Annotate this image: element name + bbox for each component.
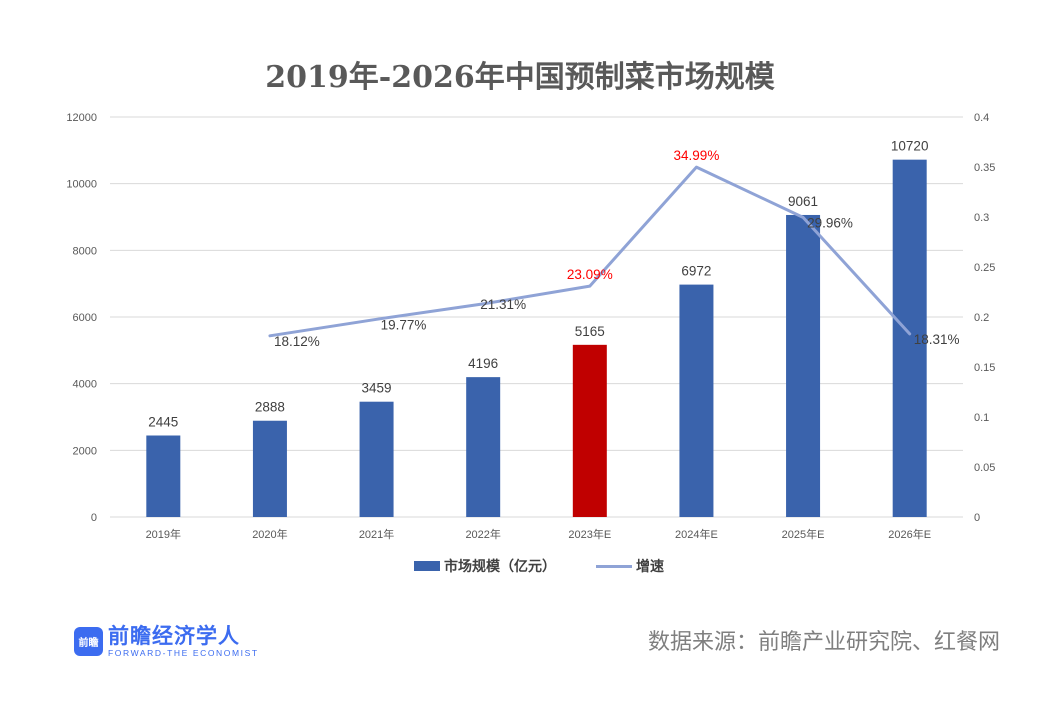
legend-bar-swatch xyxy=(414,561,440,571)
growth-value-label: 29.96% xyxy=(807,215,853,230)
left-tick-label: 12000 xyxy=(66,112,97,124)
x-tick-label: 2024年E xyxy=(675,527,718,541)
bar-value-label: 3459 xyxy=(362,381,392,396)
logo-name: 前瞻经济学人 xyxy=(108,624,240,648)
left-tick-label: 4000 xyxy=(73,379,97,391)
x-tick-label: 2019年 xyxy=(146,527,181,541)
bar xyxy=(572,344,607,517)
logo-tagline: FORWARD-THE ECONOMIST xyxy=(108,648,259,658)
right-axis-ticks: 0 0.05 0.1 0.15 0.2 0.25 0.3 0.35 0.4 xyxy=(974,112,995,524)
logo-mark: 前瞻 xyxy=(74,627,103,656)
legend: 市场规模（亿元） 增速 xyxy=(414,556,664,576)
growth-value-label: 18.31% xyxy=(914,332,960,347)
right-tick-label: 0.3 xyxy=(974,212,989,224)
left-tick-label: 10000 xyxy=(66,179,97,191)
x-tick-label: 2023年E xyxy=(568,527,611,541)
bar-value-label: 2445 xyxy=(148,415,178,430)
growth-value-label: 21.31% xyxy=(480,297,526,312)
growth-value-label: 23.09% xyxy=(567,267,613,282)
growth-value-label: 18.12% xyxy=(274,334,320,349)
bar-value-label: 10720 xyxy=(891,139,929,154)
x-axis-ticks: 2019年 2020年 2021年 2022年 2023年E 2024年E 2025年E 20… xyxy=(146,527,932,541)
x-tick-label: 2021年 xyxy=(359,527,394,541)
x-tick-label: 2026年E xyxy=(888,527,931,541)
left-tick-label: 8000 xyxy=(73,245,97,257)
gridlines xyxy=(110,116,963,518)
bar xyxy=(679,284,714,517)
x-tick-label: 2025年E xyxy=(782,527,825,541)
left-axis-ticks: 0 2000 4000 6000 8000 10000 12000 xyxy=(66,112,97,524)
bar-value-label: 6972 xyxy=(681,264,711,279)
growth-value-label: 34.99% xyxy=(674,148,720,163)
bar-value-label: 4196 xyxy=(468,356,498,371)
bar xyxy=(786,214,821,517)
right-tick-label: 0.2 xyxy=(974,312,989,324)
bar xyxy=(359,401,394,517)
bar xyxy=(146,435,181,517)
legend-line-label: 增速 xyxy=(636,559,664,575)
data-source: 数据来源：前瞻产业研究院、红餐网 xyxy=(647,630,1000,655)
chart-title: 2019年-2026年中国预制菜市场规模 xyxy=(265,60,775,95)
right-tick-label: 0.35 xyxy=(974,162,995,174)
bar-value-label: 2888 xyxy=(255,400,285,415)
bar xyxy=(892,159,927,517)
x-tick-label: 2022年 xyxy=(465,527,500,541)
right-tick-label: 0.4 xyxy=(974,112,989,124)
bars xyxy=(146,159,927,517)
growth-value-label: 19.77% xyxy=(381,317,427,332)
left-tick-label: 2000 xyxy=(73,445,97,457)
brand-logo: 前瞻 前瞻经济学人 FORWARD-THE ECONOMIST xyxy=(74,625,259,658)
right-tick-label: 0 xyxy=(974,512,980,524)
right-tick-label: 0.1 xyxy=(974,412,989,424)
x-tick-label: 2020年 xyxy=(252,527,287,541)
bar xyxy=(252,420,287,517)
bar-value-label: 9061 xyxy=(788,194,818,209)
right-tick-label: 0.05 xyxy=(974,462,995,474)
growth-labels: 18.12% 19.77% 21.31% 23.09% 34.99% 29.96% 18.3… xyxy=(274,148,960,349)
bar xyxy=(466,377,501,517)
bar-value-label: 5165 xyxy=(575,324,605,339)
legend-bar-label: 市场规模（亿元） xyxy=(444,559,556,575)
legend-line-swatch xyxy=(596,564,632,568)
bar-labels: 2445 2888 3459 4196 5165 6972 9061 10720 xyxy=(148,139,928,430)
right-tick-label: 0.15 xyxy=(974,362,995,374)
right-tick-label: 0.25 xyxy=(974,262,995,274)
growth-line xyxy=(268,165,912,338)
left-tick-label: 6000 xyxy=(73,312,97,324)
left-tick-label: 0 xyxy=(91,512,97,524)
